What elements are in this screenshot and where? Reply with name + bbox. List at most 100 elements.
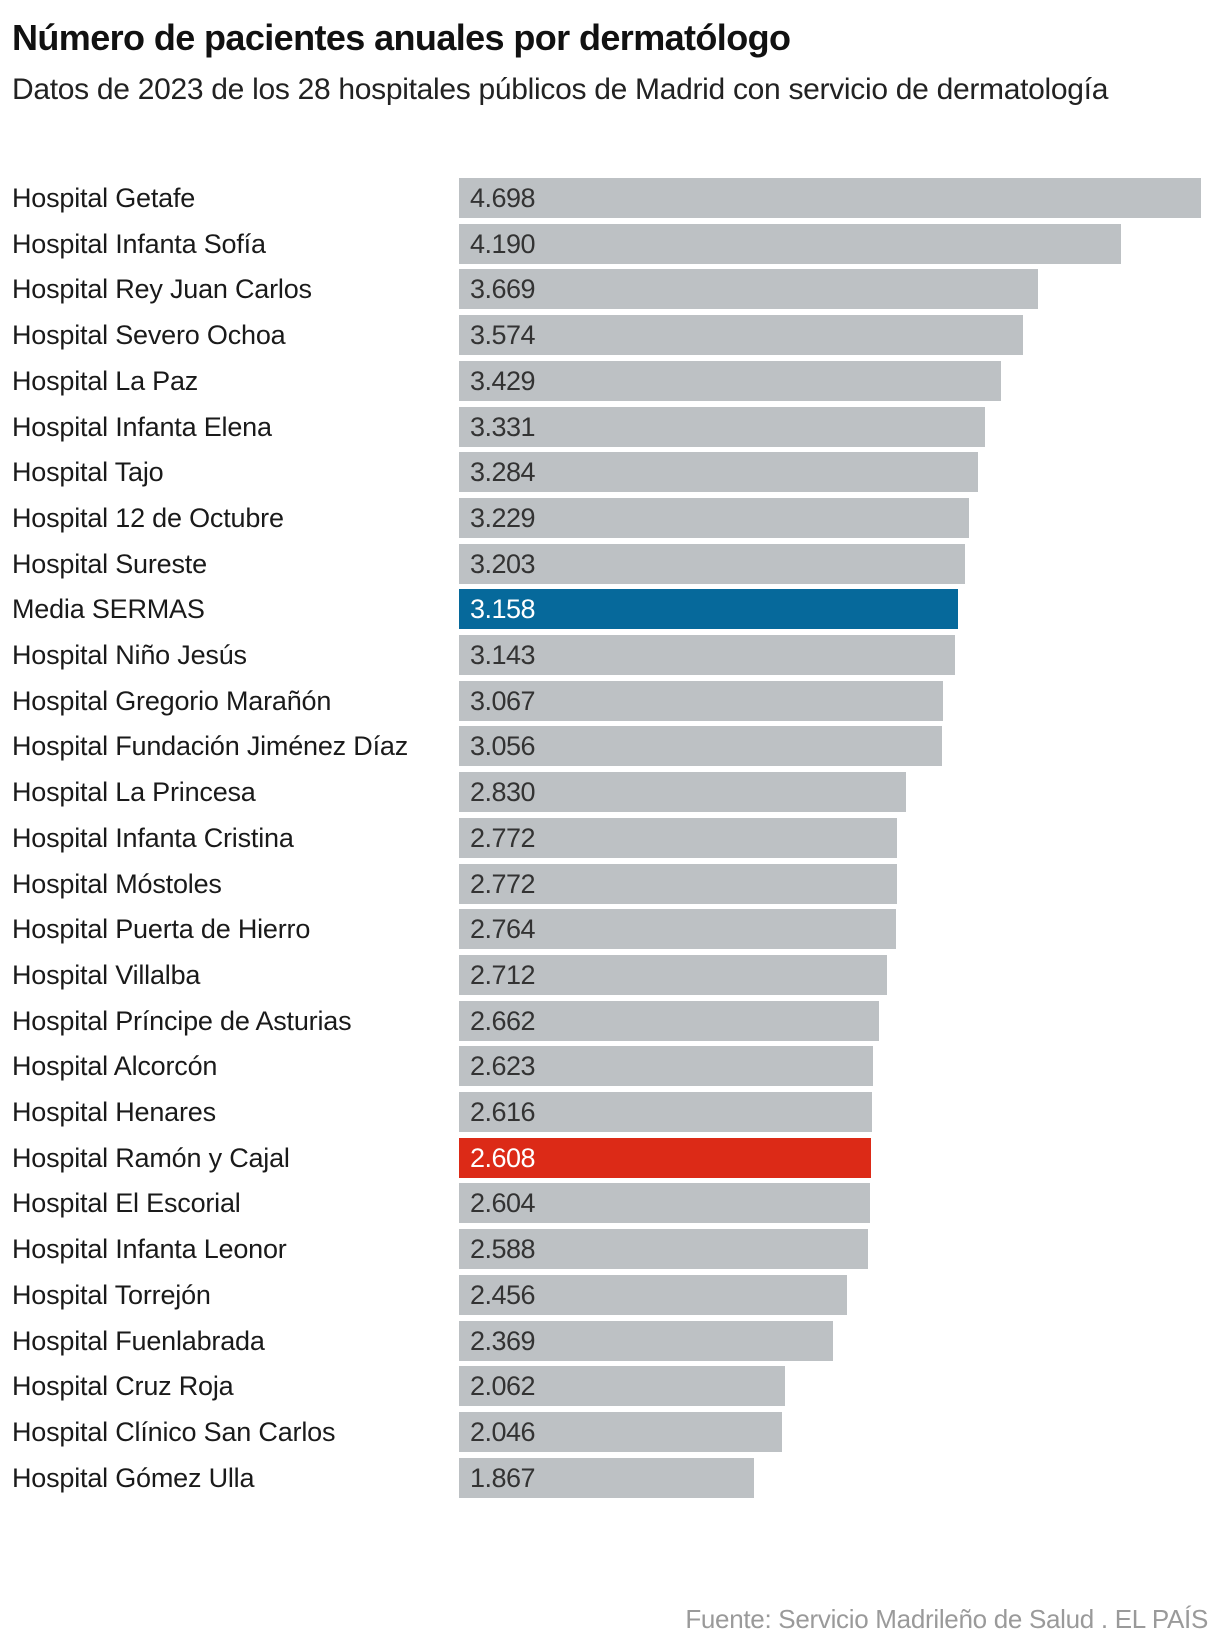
bar: [459, 589, 958, 630]
category-label: Hospital 12 de Octubre: [12, 502, 284, 533]
value-label: 3.056: [470, 731, 536, 762]
bar: [459, 543, 965, 584]
category-label: Hospital Ramón y Cajal: [12, 1142, 290, 1173]
chart-title: Número de pacientes anuales por dermatól…: [12, 17, 791, 58]
category-label: Hospital Puerta de Hierro: [12, 914, 311, 945]
category-label: Hospital Torrejón: [12, 1279, 211, 1310]
category-label: Hospital Móstoles: [12, 868, 222, 899]
category-label: Hospital El Escorial: [12, 1188, 241, 1219]
bar-row: Hospital Infanta Sofía 4.190: [0, 223, 1220, 264]
value-label: 2.616: [470, 1097, 536, 1127]
category-label: Hospital Getafe: [12, 183, 196, 213]
category-label: Hospital Infanta Elena: [12, 411, 272, 442]
value-label: 2.772: [470, 868, 536, 899]
bar-row: Hospital Fuenlabrada 2.369: [0, 1320, 1220, 1361]
category-label: Hospital Tajo: [12, 457, 164, 488]
value-label: 2.608: [470, 1142, 536, 1173]
category-label: Hospital La Paz: [12, 365, 199, 396]
value-label: 2.772: [470, 822, 536, 853]
value-label: 3.229: [470, 502, 536, 533]
bar: [459, 315, 1024, 356]
bar-row: Media SERMAS 3.158: [0, 589, 1220, 630]
bar: [459, 1320, 834, 1361]
value-label: 2.369: [470, 1325, 536, 1356]
value-label: 2.830: [470, 777, 536, 808]
bar-row: Hospital Tajo 3.284: [0, 452, 1220, 493]
value-label: 2.764: [470, 914, 536, 945]
bar: [459, 1046, 874, 1087]
value-label: 2.456: [470, 1279, 536, 1310]
bar-row: Hospital Gregorio Marañón 3.067: [0, 680, 1220, 721]
bar-row: Hospital La Princesa 2.830: [0, 772, 1220, 813]
bar-row: Hospital Infanta Leonor 2.588: [0, 1229, 1220, 1270]
value-label: 3.331: [470, 411, 536, 442]
bar: [459, 817, 897, 858]
bar-row: Hospital El Escorial 2.604: [0, 1183, 1220, 1224]
value-label: 2.588: [470, 1234, 536, 1265]
category-label: Hospital Infanta Leonor: [12, 1234, 287, 1265]
bar: [459, 223, 1121, 264]
category-label: Hospital Gómez Ulla: [12, 1462, 255, 1493]
bar-row: Hospital Fundación Jiménez Díaz 3.056: [0, 726, 1220, 767]
bar: [459, 726, 942, 767]
category-label: Hospital Alcorcón: [12, 1051, 218, 1082]
value-label: 3.429: [470, 365, 536, 396]
bar-row: Hospital Henares 2.616: [0, 1092, 1220, 1132]
category-label: Hospital Infanta Cristina: [12, 822, 294, 853]
bar-row: Hospital Gómez Ulla 1.867: [0, 1457, 1220, 1498]
category-label: Hospital Cruz Roja: [12, 1371, 234, 1402]
bar-row: Hospital Príncipe de Asturias 2.662: [0, 1000, 1220, 1041]
bar-row: Hospital Móstoles 2.772: [0, 863, 1220, 904]
bar: [459, 1092, 873, 1132]
bar: [459, 635, 956, 675]
bar-row: Hospital Ramón y Cajal 2.608: [0, 1137, 1220, 1178]
bar: [459, 406, 986, 447]
category-label: Hospital Niño Jesús: [12, 640, 247, 670]
value-label: 2.062: [470, 1371, 536, 1402]
bar: [459, 178, 1201, 218]
bar: [459, 452, 978, 493]
bar-row: Hospital Clínico San Carlos 2.046: [0, 1411, 1220, 1452]
category-label: Hospital Henares: [12, 1097, 216, 1127]
bar-row: Hospital La Paz 3.429: [0, 360, 1220, 401]
category-label: Hospital Fuenlabrada: [12, 1325, 265, 1356]
bar: [459, 1137, 871, 1178]
value-label: 1.867: [470, 1462, 536, 1493]
value-label: 2.712: [470, 959, 536, 990]
category-label: Media SERMAS: [12, 594, 205, 625]
bar-row: Hospital Severo Ochoa 3.574: [0, 315, 1220, 356]
value-label: 3.067: [470, 685, 536, 716]
category-label: Hospital Clínico San Carlos: [12, 1416, 336, 1447]
bar-row: Hospital 12 de Octubre 3.229: [0, 497, 1220, 538]
bar-row: Hospital Niño Jesús 3.143: [0, 635, 1220, 675]
bar: [459, 1000, 880, 1041]
value-label: 4.190: [470, 228, 536, 259]
value-label: 4.698: [470, 183, 536, 213]
category-label: Hospital Severo Ochoa: [12, 320, 286, 351]
bar: [459, 497, 969, 538]
value-label: 3.203: [470, 548, 536, 579]
value-label: 3.143: [470, 640, 536, 670]
value-label: 2.623: [470, 1051, 536, 1082]
chart-subtitle: Datos de 2023 de los 28 hospitales públi…: [12, 73, 1109, 106]
value-label: 3.574: [470, 320, 536, 351]
bar: [459, 360, 1001, 401]
bar-row: Hospital Infanta Cristina 2.772: [0, 817, 1220, 858]
bar-row: Hospital Puerta de Hierro 2.764: [0, 909, 1220, 950]
bar-row: Hospital Villalba 2.712: [0, 954, 1220, 995]
category-label: Hospital Gregorio Marañón: [12, 685, 332, 716]
bar: [459, 269, 1039, 310]
value-label: 2.604: [470, 1188, 536, 1219]
source-note: Fuente: Servicio Madrileño de Salud . EL…: [685, 1604, 1208, 1634]
bar-row: Hospital Sureste 3.203: [0, 543, 1220, 584]
bar: [459, 1457, 754, 1498]
value-label: 3.669: [470, 274, 536, 305]
bar: [459, 863, 897, 904]
bar: [459, 909, 896, 950]
bar: [459, 1366, 785, 1407]
category-label: Hospital Rey Juan Carlos: [12, 274, 312, 305]
category-label: Hospital Príncipe de Asturias: [12, 1005, 352, 1036]
bar: [459, 954, 888, 995]
value-label: 2.662: [470, 1005, 536, 1036]
bar-row: Hospital Infanta Elena 3.331: [0, 406, 1220, 447]
